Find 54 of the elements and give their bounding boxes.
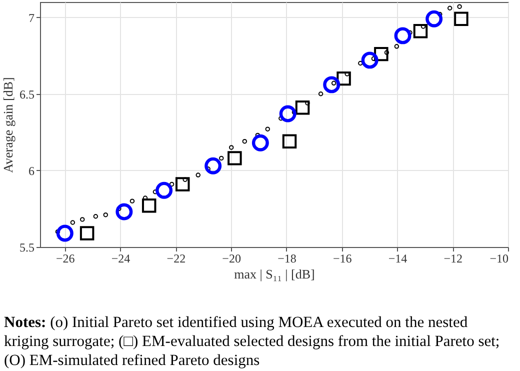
point [103,212,108,218]
point [93,214,98,219]
x-tick-label: −20 [222,252,241,266]
y-tick-label: 6.5 [20,87,34,102]
point [116,203,133,220]
point [323,76,340,94]
point [457,4,462,9]
point [318,92,324,96]
point [384,50,390,55]
point [447,6,452,10]
point [156,182,173,199]
point [142,198,156,213]
point [196,172,200,178]
point [56,224,74,242]
x-axis-title: max | S₁₁ | [dB] [234,266,315,282]
point [394,27,412,44]
y-tick-label: 6 [28,164,34,178]
point [70,220,76,225]
point [228,145,234,150]
point [361,52,378,69]
point [219,156,224,161]
point [80,226,94,240]
point [279,105,296,122]
point [358,60,363,66]
point [130,198,135,204]
y-axis-title: Average gain [dB] [0,77,16,173]
x-tick-label: −10 [490,252,508,266]
point [265,126,270,132]
x-tick-label: −18 [278,252,296,266]
x-tick-label: −22 [166,252,186,266]
point [80,217,85,222]
x-tick-label: −26 [56,252,75,266]
point [454,12,468,26]
point [282,134,297,148]
point [394,44,400,49]
text: Notes: (o) Initial Pareto set identified using MOEA executed on the nested kriging surrogate; (□) EM-evaluated selected designs from the initial Pareto set; (O) EM-simulated refined Pareto designs [4,313,501,370]
y-tick-label: 7 [28,10,34,25]
point [252,134,269,152]
point [175,177,190,192]
point [336,71,351,86]
point [228,151,242,166]
point [426,10,443,28]
point [374,46,388,62]
x-tick-label: −14 [388,252,408,266]
point [204,157,222,174]
x-tick-label: −16 [332,252,352,266]
point [182,177,188,182]
x-tick-label: −24 [111,252,130,266]
point [242,138,248,144]
point [413,24,428,38]
point [169,182,174,187]
point [295,100,310,115]
y-tick-label: 5.5 [20,240,34,254]
x-tick-label: −12 [444,252,463,266]
